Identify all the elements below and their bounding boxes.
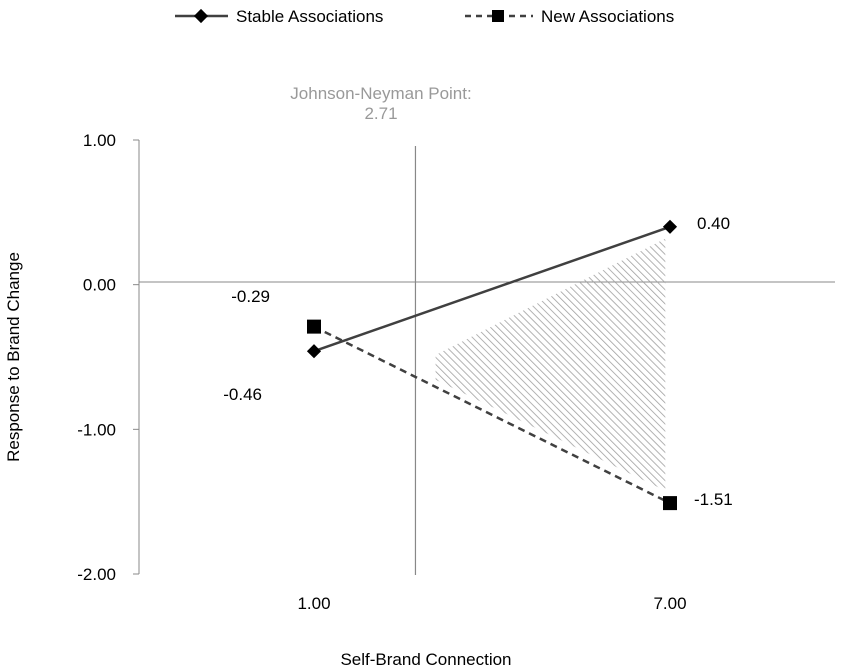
legend-label-new: New Associations [541, 7, 674, 26]
jn-annotation-line1: Johnson-Neyman Point: [290, 84, 471, 103]
series-line-new [313, 325, 671, 505]
x-axis-title: Self-Brand Connection [340, 650, 511, 669]
y-tick-label: 1.00 [83, 131, 116, 150]
series-line-stable [313, 225, 671, 353]
legend-marker-diamond [193, 8, 209, 24]
legend-item-stable: Stable Associations [175, 7, 383, 26]
point-new [663, 496, 677, 511]
y-tick-label: 0.00 [83, 276, 116, 295]
x-tick-label: 7.00 [653, 594, 686, 613]
legend: Stable Associations New Associations [175, 7, 674, 26]
point-new [307, 319, 321, 334]
x-tick-label: 1.00 [297, 594, 330, 613]
data-label-stable: 0.40 [697, 214, 730, 233]
point-stable [306, 344, 322, 359]
plot-area: -0.46 0.40 -0.29 -1.51 [223, 146, 733, 575]
data-label-new: -1.51 [694, 490, 733, 509]
significance-region [435, 238, 666, 491]
y-axis-title: Response to Brand Change [4, 252, 23, 462]
legend-label-stable: Stable Associations [236, 7, 383, 26]
y-ticks [133, 139, 139, 575]
data-label-new: -0.29 [231, 287, 270, 306]
legend-item-new: New Associations [465, 7, 674, 26]
legend-marker-square [492, 10, 504, 22]
y-tick-label: -1.00 [77, 420, 116, 439]
y-tick-labels: 1.00 0.00 -1.00 -2.00 [77, 131, 116, 584]
jn-annotation-line2: 2.71 [364, 104, 397, 123]
y-tick-label: -2.00 [77, 565, 116, 584]
data-label-stable: -0.46 [223, 385, 262, 404]
x-tick-labels: 1.00 7.00 [297, 594, 686, 613]
point-stable [662, 219, 678, 234]
